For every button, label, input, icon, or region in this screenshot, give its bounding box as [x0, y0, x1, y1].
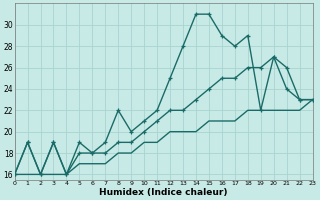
X-axis label: Humidex (Indice chaleur): Humidex (Indice chaleur) [99, 188, 228, 197]
